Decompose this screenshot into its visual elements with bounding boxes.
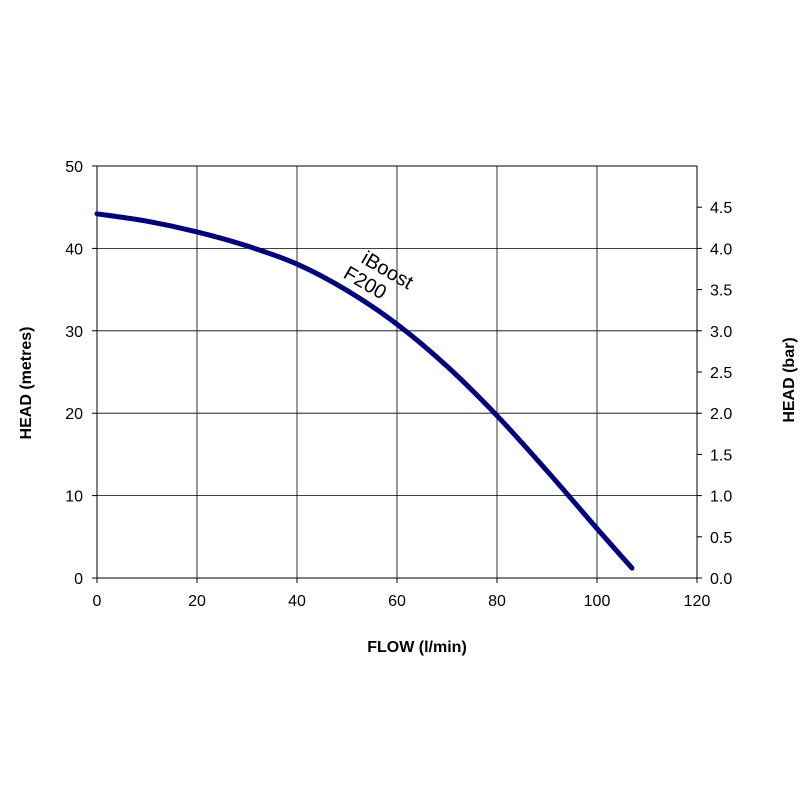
- y2-tick-label: 1.0: [710, 489, 732, 506]
- x-tick-label: 100: [584, 593, 611, 610]
- y-tick-label: 30: [65, 324, 83, 341]
- y2-tick-label: 4.0: [710, 241, 732, 258]
- x-axis-title: FLOW (l/min): [367, 639, 467, 656]
- x-tick-label: 60: [388, 593, 406, 610]
- y-tick-label: 10: [65, 489, 83, 506]
- y2-tick-label: 3.0: [710, 324, 732, 341]
- x-tick-label: 120: [684, 593, 711, 610]
- y2-tick-label: 4.5: [710, 200, 732, 217]
- y2-tick-label: 0.0: [710, 571, 732, 588]
- y2-tick-label: 0.5: [710, 530, 732, 547]
- curve-annotation: iBoost F200: [340, 247, 417, 304]
- y2-axis-title: HEAD (bar): [781, 337, 798, 422]
- pump-curve-line: [94, 211, 635, 571]
- y-axis-title: HEAD (metres): [18, 327, 35, 440]
- y-tick-label: 50: [65, 159, 83, 176]
- x-tick-label: 0: [93, 593, 102, 610]
- y-tick-label: 0: [74, 571, 83, 588]
- y2-tick-label: 1.5: [710, 447, 732, 464]
- x-tick-label: 20: [188, 593, 206, 610]
- y2-tick-label: 2.5: [710, 365, 732, 382]
- y2-axis-ticks: 0.0 0.5 1.0 1.5 2.0 2.5 3.0 3.5 4.0 4.5: [697, 200, 732, 588]
- x-axis-ticks: 0 20 40 60 80 100 120: [93, 578, 711, 610]
- y2-tick-label: 2.0: [710, 406, 732, 423]
- y-axis-ticks: 0 10 20 30 40 50: [65, 159, 97, 588]
- y-tick-label: 20: [65, 406, 83, 423]
- x-tick-label: 80: [488, 593, 506, 610]
- y2-tick-label: 3.5: [710, 283, 732, 300]
- x-tick-label: 40: [288, 593, 306, 610]
- y-tick-label: 40: [65, 241, 83, 258]
